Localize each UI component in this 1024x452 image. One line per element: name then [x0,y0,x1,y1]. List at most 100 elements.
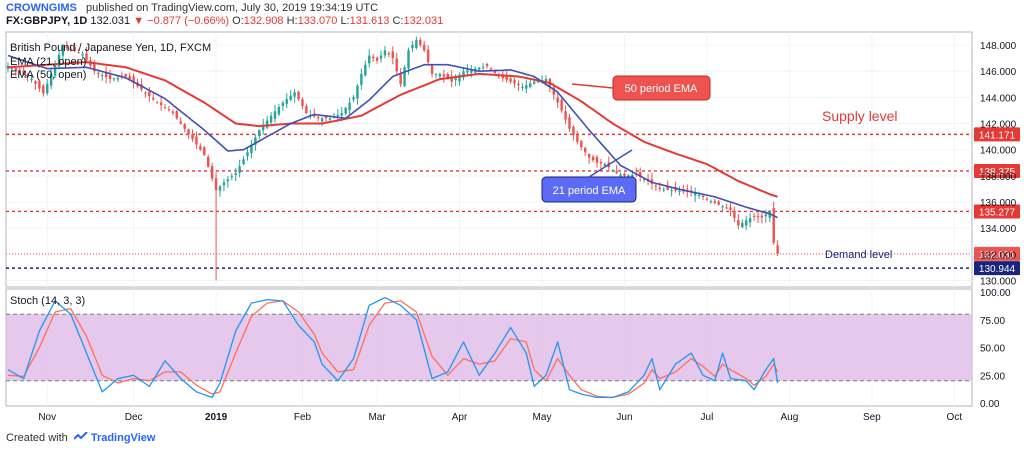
ema21-callout-label: 21 period EMA [553,185,626,197]
price-tick-label: 138.000 [980,172,1017,183]
ema21-callout: 21 period EMA [542,177,636,202]
candle-body [227,179,229,181]
candle-body [407,50,409,68]
x-tick-label: Nov [38,412,56,423]
candle-body [427,50,429,62]
candle-body [513,80,515,84]
price-tick-label: 144.000 [980,93,1017,104]
candle-body [431,65,433,74]
candle-body [388,53,390,54]
stoch-tick-label: 0.00 [980,399,1000,410]
stoch-tick-label: 50.00 [980,344,1005,355]
price-tick-label: 132.000 [980,250,1017,261]
legend-ema21: EMA (21, open) [10,56,86,68]
x-tick-label: Feb [294,412,312,423]
candle-body [580,141,582,147]
candle-body [238,166,240,173]
tradingview-logo-icon [74,432,88,442]
legend-ema50: EMA (50, open) [10,69,86,81]
candle-body [399,74,401,84]
ema50-callout-label: 50 period EMA [625,83,698,95]
candle-body [289,96,291,100]
candle-body [721,206,723,207]
candle-body [46,84,48,93]
candle-body [180,122,182,124]
candle-body [663,189,665,190]
candle-body [258,130,260,136]
candle-body [509,78,511,81]
ema50-callout: 50 period EMA [613,76,710,100]
x-tick-label: Oct [947,412,963,423]
candle-body [435,74,437,75]
candle-body [659,188,661,189]
candle-body [215,178,217,190]
candle-body [282,103,284,106]
candle-body [392,51,394,58]
candle-body [772,208,774,243]
candle-body [753,216,755,217]
price-tick-label: 130.000 [980,276,1017,287]
candle-body [297,92,299,99]
candle-body [376,58,378,61]
candle-body [38,81,40,89]
candle-body [741,223,743,227]
price-tick-label: 146.000 [980,67,1017,78]
candle-body [737,220,739,226]
price-tick-label: 136.000 [980,198,1017,209]
candle-body [678,191,680,192]
candle-body [329,118,331,119]
chart-grid [6,32,972,406]
x-tick-label: Jul [701,412,714,423]
candle-body [286,99,288,104]
candle-body [348,103,350,111]
candle-body [231,176,233,177]
candle-body [183,124,185,129]
candle-body [101,75,103,76]
level-badge-label: 135.277 [979,207,1016,218]
footer: Created with TradingView [6,432,155,444]
footer-brand[interactable]: TradingView [91,432,156,444]
candle-body [525,85,527,89]
candle-body [557,97,559,102]
candle-body [486,64,488,66]
candle-body [187,129,189,134]
candle-body [718,202,720,205]
candle-body [588,154,590,158]
candle-body [396,58,398,71]
candle-body [168,109,170,110]
price-tick-label: 142.000 [980,120,1017,131]
candle-body [223,182,225,185]
candle-body [176,111,178,118]
x-tick-label: May [533,412,552,423]
candle-body [113,78,115,79]
candle-body [411,45,413,48]
candle-body [380,56,382,59]
stoch-label: Stoch (14, 3, 3) [10,295,85,307]
candle-body [172,111,174,113]
candle-body [521,87,523,88]
candle-body [757,216,759,217]
candle-body [600,162,602,164]
candle-body [725,207,727,208]
candle-body [356,86,358,99]
candle-body [482,67,484,68]
candle-body [207,157,209,167]
candle-body [415,40,417,48]
candle-body [148,92,150,97]
candle-body [670,190,672,191]
candle-body [278,107,280,114]
candle-body [584,148,586,152]
legend-title: British Pound / Japanese Yen, 1D, FXCM [10,42,211,54]
candle-body [117,78,119,80]
candle-body [301,99,303,106]
candle-body [611,170,613,171]
candle-body [443,74,445,76]
candle-body [576,135,578,142]
stoch-tick-label: 100.00 [980,288,1011,299]
x-tick-label: 2019 [205,412,228,423]
price-tick-label: 148.000 [980,41,1017,52]
x-tick-label: Dec [125,412,143,423]
candle-body [765,214,767,216]
candle-body [368,56,370,64]
